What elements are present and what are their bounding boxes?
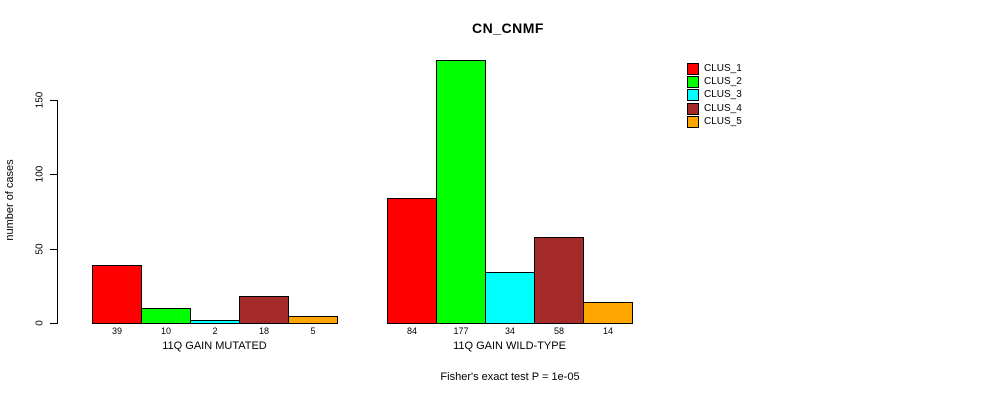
bar-value-label: 84 (406, 326, 418, 336)
bar-clus_5-group1 (288, 316, 338, 324)
legend-swatch (687, 116, 699, 129)
y-axis-tick-label: 50 (34, 243, 46, 255)
legend-swatch (687, 89, 699, 102)
y-axis-tick (50, 100, 57, 101)
bar-value-label: 14 (602, 326, 614, 336)
bar-value-label: 2 (212, 326, 218, 336)
bar-value-label: 10 (160, 326, 172, 336)
bar-value-label: 39 (111, 326, 123, 336)
legend-label: CLUS_1 (704, 62, 742, 74)
legend-swatch (687, 76, 699, 89)
bar-clus_4-group1 (239, 296, 289, 324)
y-axis-tick-label: 150 (34, 91, 46, 109)
legend-label: CLUS_5 (704, 116, 742, 128)
y-axis-line (57, 100, 58, 324)
bar-value-label: 18 (258, 326, 270, 336)
y-axis-tick-label: 0 (34, 320, 46, 326)
bar-clus_4-group2 (534, 237, 584, 324)
chart-title: CN_CNMF (472, 20, 544, 36)
legend-swatch (687, 62, 699, 75)
y-axis-tick-label: 100 (34, 165, 46, 183)
legend-item: CLUS_1 (687, 62, 742, 75)
bar-clus_3-group1 (190, 320, 240, 324)
legend-swatch (687, 102, 699, 115)
legend-label: CLUS_3 (704, 89, 742, 101)
bar-value-label: 5 (310, 326, 316, 336)
y-axis-tick (50, 174, 57, 176)
bar-value-label: 34 (504, 326, 516, 336)
bar-clus_5-group2 (583, 302, 633, 324)
annotation-text: Fisher's exact test P = 1e-05 (440, 371, 580, 383)
bar-value-label: 177 (453, 326, 469, 336)
legend-label: CLUS_2 (704, 76, 742, 88)
legend-label: CLUS_4 (704, 102, 742, 114)
y-axis-tick (50, 323, 57, 324)
bar-clus_2-group2 (436, 60, 486, 324)
y-axis-tick (50, 248, 57, 250)
legend-item: CLUS_5 (687, 116, 742, 129)
bar-clus_2-group1 (141, 308, 191, 324)
legend-item: CLUS_2 (687, 75, 742, 89)
legend: CLUS_1 CLUS_2 CLUS_3 CLUS_4 CLUS_5 (687, 62, 742, 129)
legend-item: CLUS_3 (687, 89, 742, 102)
bar-clus_1-group2 (387, 198, 437, 324)
bar-clus_3-group2 (485, 272, 535, 324)
y-axis-label: number of cases (4, 159, 16, 241)
x-group-label-2: 11Q GAIN WILD-TYPE (453, 340, 566, 352)
bar-clus_1-group1 (92, 265, 142, 324)
legend-item: CLUS_4 (687, 102, 742, 115)
bar-value-label: 58 (553, 326, 565, 336)
x-group-label-1: 11Q GAIN MUTATED (162, 340, 267, 352)
